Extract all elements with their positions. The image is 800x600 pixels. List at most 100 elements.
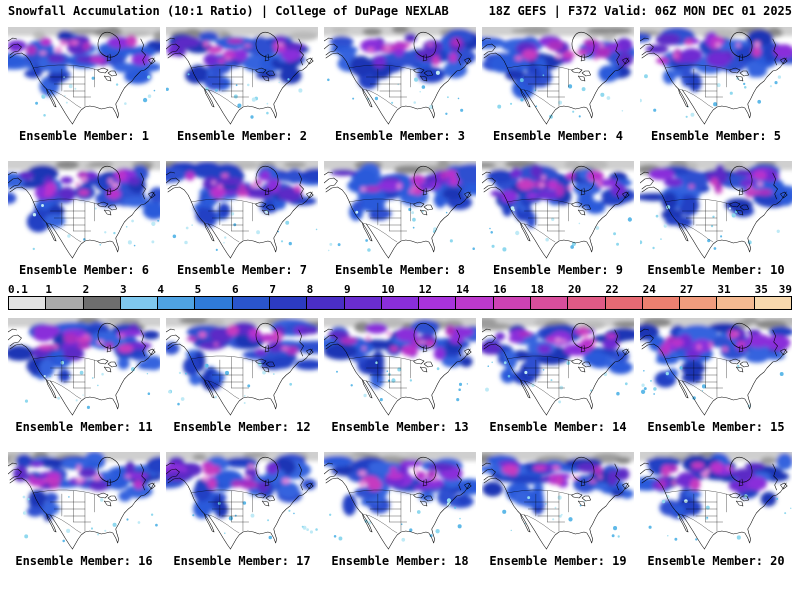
- snowfall-map: [8, 161, 160, 261]
- colorbar-tick: 31: [717, 283, 731, 296]
- ensemble-panel: Ensemble Member: 20: [640, 452, 792, 568]
- colorbar-cell: [418, 297, 456, 309]
- colorbar-scale: [8, 296, 792, 310]
- colorbar-tick: 4: [157, 283, 164, 296]
- ensemble-panel: Ensemble Member: 6: [8, 161, 160, 277]
- ensemble-panel: Ensemble Member: 13: [324, 318, 476, 434]
- ensemble-row-3: Ensemble Member: 11 Ensemble Member: 12 En…: [0, 318, 800, 434]
- snowfall-map: [640, 318, 792, 418]
- colorbar: 0.1 1 2 3 4 5 6 7 8 9 10 12 14 16 18 20 22 24 27 31 35 39: [0, 283, 800, 310]
- ensemble-member-label: Ensemble Member: 8: [334, 263, 466, 277]
- ensemble-member-label: Ensemble Member: 7: [176, 263, 308, 277]
- colorbar-cell: [9, 297, 46, 309]
- ensemble-member-label: Ensemble Member: 14: [489, 420, 627, 434]
- colorbar-tick-labels: 0.1 1 2 3 4 5 6 7 8 9 10 12 14 16 18 20 22 24 27 31 35 39: [8, 283, 792, 296]
- ensemble-member-label: Ensemble Member: 6: [18, 263, 150, 277]
- ensemble-member-label: Ensemble Member: 9: [492, 263, 624, 277]
- ensemble-member-label: Ensemble Member: 4: [492, 129, 624, 143]
- colorbar-cell: [492, 297, 530, 309]
- ensemble-panel: Ensemble Member: 12: [166, 318, 318, 434]
- ensemble-member-label: Ensemble Member: 2: [176, 129, 308, 143]
- colorbar-cell: [194, 297, 232, 309]
- ensemble-member-label: Ensemble Member: 5: [650, 129, 782, 143]
- ensemble-member-label: Ensemble Member: 16: [15, 554, 153, 568]
- ensemble-panel: Ensemble Member: 16: [8, 452, 160, 568]
- colorbar-tick: 39: [778, 283, 792, 296]
- snowfall-map: [482, 318, 634, 418]
- colorbar-cell: [45, 297, 83, 309]
- ensemble-panel: Ensemble Member: 7: [166, 161, 318, 277]
- snowfall-map: [640, 452, 792, 552]
- ensemble-panel: Ensemble Member: 18: [324, 452, 476, 568]
- snowfall-map: [166, 318, 318, 418]
- ensemble-member-label: Ensemble Member: 3: [334, 129, 466, 143]
- snowfall-map: [324, 452, 476, 552]
- snowfall-map: [482, 161, 634, 261]
- colorbar-cell: [567, 297, 605, 309]
- ensemble-panel: Ensemble Member: 9: [482, 161, 634, 277]
- colorbar-cell: [306, 297, 344, 309]
- colorbar-cell: [716, 297, 754, 309]
- colorbar-tick: 9: [344, 283, 351, 296]
- colorbar-cell: [604, 297, 642, 309]
- colorbar-tick: 14: [456, 283, 470, 296]
- colorbar-tick: 0.1: [8, 283, 28, 296]
- ensemble-member-label: Ensemble Member: 19: [489, 554, 627, 568]
- ensemble-member-label: Ensemble Member: 17: [173, 554, 311, 568]
- ensemble-panel: Ensemble Member: 11: [8, 318, 160, 434]
- ensemble-panel: Ensemble Member: 1: [8, 27, 160, 143]
- snowfall-map: [166, 452, 318, 552]
- colorbar-cell: [753, 297, 791, 309]
- colorbar-cell: [82, 297, 120, 309]
- colorbar-cell: [679, 297, 717, 309]
- run-valid-info: 18Z GEFS | F372 Valid: 06Z MON DEC 01 20…: [488, 4, 792, 18]
- ensemble-row-4: Ensemble Member: 16 Ensemble Member: 17 En…: [0, 452, 800, 568]
- colorbar-cell: [157, 297, 195, 309]
- ensemble-panel: Ensemble Member: 19: [482, 452, 634, 568]
- colorbar-cell: [455, 297, 493, 309]
- ensemble-member-label: Ensemble Member: 1: [18, 129, 150, 143]
- ensemble-member-label: Ensemble Member: 15: [647, 420, 785, 434]
- product-title: Snowfall Accumulation (10:1 Ratio) | Col…: [8, 4, 449, 18]
- ensemble-panel: Ensemble Member: 10: [640, 161, 792, 277]
- ensemble-member-label: Ensemble Member: 13: [331, 420, 469, 434]
- colorbar-tick: 1: [45, 283, 52, 296]
- colorbar-tick: 5: [194, 283, 202, 296]
- colorbar-tick: 20: [568, 283, 582, 296]
- colorbar-tick: 27: [680, 283, 694, 296]
- colorbar-tick: 12: [418, 283, 432, 296]
- colorbar-tick: 7: [269, 283, 276, 296]
- colorbar-tick: 35: [754, 283, 768, 296]
- snowfall-map: [482, 452, 634, 552]
- colorbar-tick: 8: [306, 283, 314, 296]
- ensemble-panel: Ensemble Member: 3: [324, 27, 476, 143]
- ensemble-member-label: Ensemble Member: 12: [173, 420, 311, 434]
- ensemble-row-2: Ensemble Member: 6 Ensemble Member: 7 Ense…: [0, 161, 800, 277]
- colorbar-cell: [380, 297, 419, 309]
- ensemble-panel: Ensemble Member: 17: [166, 452, 318, 568]
- snowfall-map: [8, 27, 160, 127]
- colorbar-cell: [641, 297, 680, 309]
- colorbar-cell: [268, 297, 307, 309]
- ensemble-panel: Ensemble Member: 15: [640, 318, 792, 434]
- ensemble-panel: Ensemble Member: 5: [640, 27, 792, 143]
- snowfall-map: [8, 452, 160, 552]
- ensemble-member-label: Ensemble Member: 11: [15, 420, 153, 434]
- colorbar-cell: [343, 297, 381, 309]
- snowfall-map: [166, 161, 318, 261]
- colorbar-tick: 2: [82, 283, 90, 296]
- ensemble-member-label: Ensemble Member: 18: [331, 554, 469, 568]
- ensemble-panel: Ensemble Member: 8: [324, 161, 476, 277]
- colorbar-tick: 6: [232, 283, 239, 296]
- colorbar-tick: 16: [493, 283, 507, 296]
- colorbar-tick: 22: [605, 283, 619, 296]
- ensemble-panel: Ensemble Member: 14: [482, 318, 634, 434]
- header-bar: Snowfall Accumulation (10:1 Ratio) | Col…: [0, 0, 800, 18]
- colorbar-tick: 18: [530, 283, 544, 296]
- snowfall-map: [8, 318, 160, 418]
- colorbar-tick: 10: [381, 283, 395, 296]
- ensemble-member-label: Ensemble Member: 10: [647, 263, 785, 277]
- snowfall-map: [324, 318, 476, 418]
- snowfall-map: [640, 27, 792, 127]
